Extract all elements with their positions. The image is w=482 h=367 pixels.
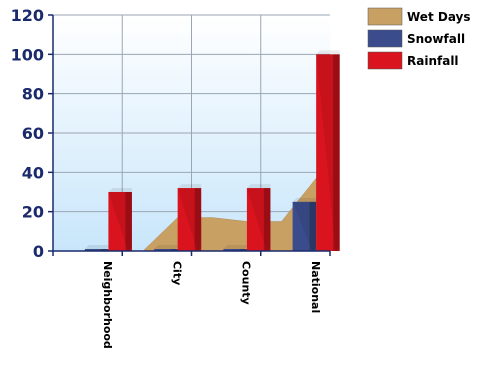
legend-swatch	[367, 29, 403, 48]
legend-label: Rainfall	[407, 54, 459, 68]
y-tick-label-1: 20	[22, 203, 44, 222]
snowfall-bar-2	[223, 245, 247, 251]
legend-item-rainfall: Rainfall	[367, 51, 459, 70]
rainfall-bar-2	[246, 184, 271, 251]
legend: Wet Days Snowfall Rainfall	[367, 7, 471, 70]
snowfall-bar-1	[154, 245, 178, 251]
legend-item-snowfall: Snowfall	[367, 29, 465, 48]
rainfall-bar-1	[177, 184, 202, 251]
y-tick-label-5: 100	[11, 45, 44, 64]
snowfall-bar-0	[84, 245, 109, 251]
legend-label: Wet Days	[407, 10, 471, 24]
y-tick-label-6: 120	[11, 6, 44, 25]
rainfall-bar-0	[108, 188, 132, 251]
snowfall-bar-3	[292, 197, 317, 251]
legend-label: Snowfall	[407, 32, 465, 46]
y-tick-label-2: 40	[22, 163, 44, 182]
category-label-1: City	[170, 261, 183, 285]
y-tick-labels: 0 20 40 60 80 100 120	[11, 6, 44, 261]
legend-swatch	[367, 51, 403, 70]
category-label-2: County	[240, 261, 253, 305]
y-tick-label-4: 80	[22, 85, 44, 104]
y-tick-label-0: 0	[33, 242, 44, 261]
category-labels: Neighborhood City County National	[101, 261, 322, 349]
rainfall-bar-3	[316, 50, 340, 252]
category-label-0: Neighborhood	[101, 261, 114, 349]
legend-swatch	[367, 7, 403, 26]
y-tick-label-3: 60	[22, 124, 44, 143]
category-label-3: National	[309, 261, 322, 313]
bars	[84, 50, 340, 252]
legend-item-wet-days: Wet Days	[367, 7, 471, 26]
axes	[48, 14, 331, 256]
